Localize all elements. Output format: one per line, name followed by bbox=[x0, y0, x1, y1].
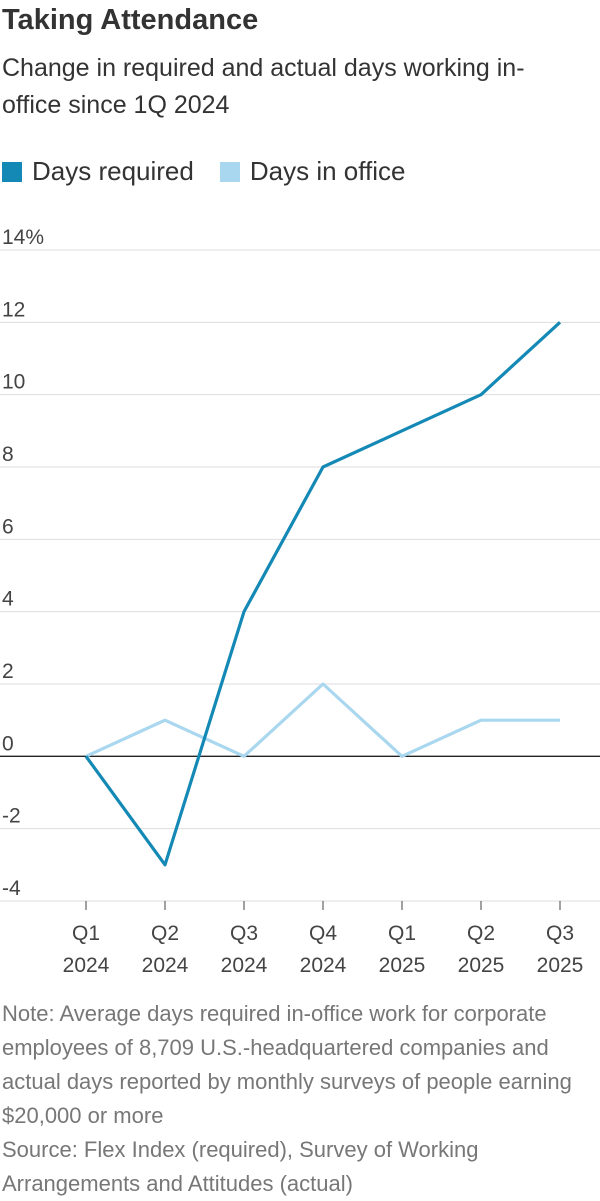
y-tick-label: 14% bbox=[2, 226, 44, 249]
series-line bbox=[84, 321, 562, 867]
x-tick-label: Q3 2025 bbox=[536, 922, 584, 977]
x-tick-label: Q2 2024 bbox=[141, 922, 189, 977]
y-tick-label: 2 bbox=[2, 660, 14, 683]
legend-label: Days in office bbox=[249, 156, 406, 186]
y-tick-label: 10 bbox=[2, 371, 25, 394]
legend-item: Days required bbox=[2, 156, 194, 187]
x-tick-label: Q3 2024 bbox=[220, 922, 268, 977]
y-tick-label: 4 bbox=[2, 588, 14, 611]
legend-swatch bbox=[2, 161, 22, 182]
notes: Note: Average days required in-office wo… bbox=[2, 997, 572, 1201]
legend-label: Days required bbox=[32, 156, 194, 186]
series-line bbox=[85, 682, 560, 758]
legend-swatch bbox=[219, 161, 240, 182]
y-tick-label: 12 bbox=[2, 298, 25, 321]
x-tick-label: Q1 2024 bbox=[62, 922, 110, 977]
y-tick-label: -4 bbox=[2, 877, 21, 900]
x-tick-label: Q4 2024 bbox=[299, 922, 347, 977]
note: Note: Average days required in-office wo… bbox=[2, 1001, 572, 1128]
x-tick-label: Q2 2025 bbox=[457, 922, 505, 977]
y-tick-label: 6 bbox=[2, 515, 14, 538]
x-tick-label: Q1 2025 bbox=[378, 922, 426, 977]
legend-item: Days in office bbox=[219, 156, 406, 187]
chart: -4 -2 0 2 4 6 8 10 12 14% bbox=[0, 226, 600, 910]
y-tick-label: 0 bbox=[2, 732, 14, 755]
y-tick-label: 8 bbox=[2, 443, 14, 466]
legend: Days required Days in office bbox=[2, 156, 405, 187]
source: Source: Flex Index (required), Survey of… bbox=[2, 1137, 479, 1196]
y-tick-label: -2 bbox=[2, 805, 21, 828]
chart-title: Taking Attendance bbox=[2, 4, 259, 36]
chart-subtitle: Change in required and actual days worki… bbox=[2, 54, 525, 119]
